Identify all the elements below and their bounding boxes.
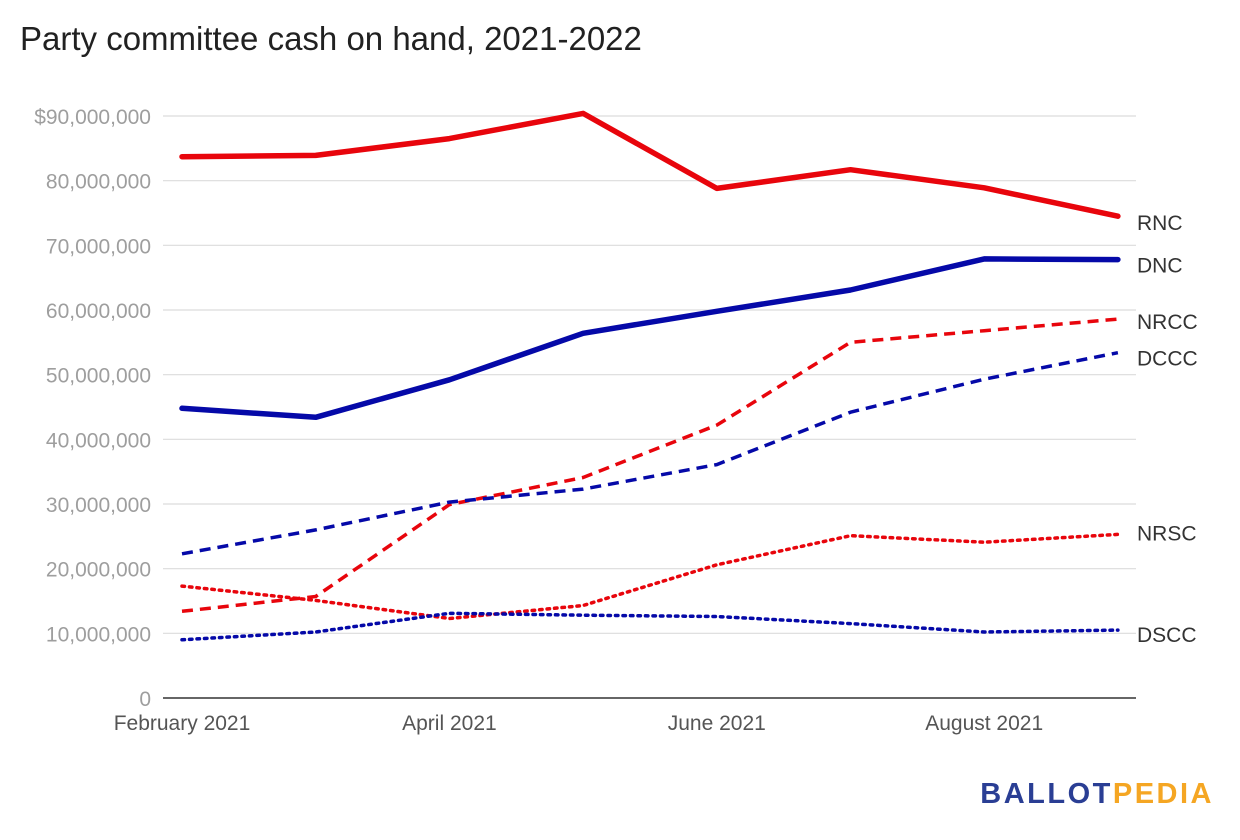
series-label-rnc: RNC [1137, 212, 1183, 235]
y-tick-label: 30,000,000 [46, 494, 151, 517]
series-line-dnc [179, 256, 1121, 421]
y-tick-label: 0 [139, 688, 151, 711]
series-label-dccc: DCCC [1137, 348, 1198, 371]
series-labels: RNC DNC NRCC DCCC NRSC DSCC [1137, 212, 1198, 647]
x-tick-label: February 2021 [114, 712, 251, 735]
logo-part-ballot: BALLOT [980, 778, 1113, 810]
y-tick-label: 40,000,000 [46, 429, 151, 452]
series-lines [179, 110, 1121, 642]
series-line-dccc [181, 350, 1119, 556]
y-axis-tick-labels: 0 10,000,000 20,000,000 30,000,000 40,000,00… [34, 106, 151, 711]
x-tick-label: June 2021 [668, 712, 766, 735]
series-line-rnc [179, 110, 1121, 219]
ballotpedia-logo[interactable]: BALLOTPEDIA [980, 778, 1214, 811]
series-line-nrsc [180, 532, 1120, 621]
y-tick-label: 60,000,000 [46, 300, 151, 323]
x-axis: February 2021 April 2021 June 2021 August 2… [114, 697, 1136, 735]
y-tick-label: $90,000,000 [34, 106, 151, 129]
y-tick-label: 20,000,000 [46, 559, 151, 582]
gridlines [163, 115, 1136, 634]
series-label-dnc: DNC [1137, 255, 1183, 278]
x-tick-label: April 2021 [402, 712, 497, 735]
series-label-nrsc: NRSC [1137, 522, 1197, 545]
y-tick-label: 50,000,000 [46, 365, 151, 388]
y-tick-label: 70,000,000 [46, 235, 151, 258]
x-tick-label: August 2021 [925, 712, 1043, 735]
series-line-nrcc [181, 317, 1119, 614]
series-line-dscc [180, 611, 1120, 642]
logo-part-pedia: PEDIA [1112, 778, 1214, 810]
series-label-nrcc: NRCC [1137, 311, 1198, 334]
series-label-dscc: DSCC [1137, 624, 1197, 647]
chart-title: Party committee cash on hand, 2021-2022 [20, 20, 642, 57]
y-tick-label: 80,000,000 [46, 171, 151, 194]
y-tick-label: 10,000,000 [46, 623, 151, 646]
